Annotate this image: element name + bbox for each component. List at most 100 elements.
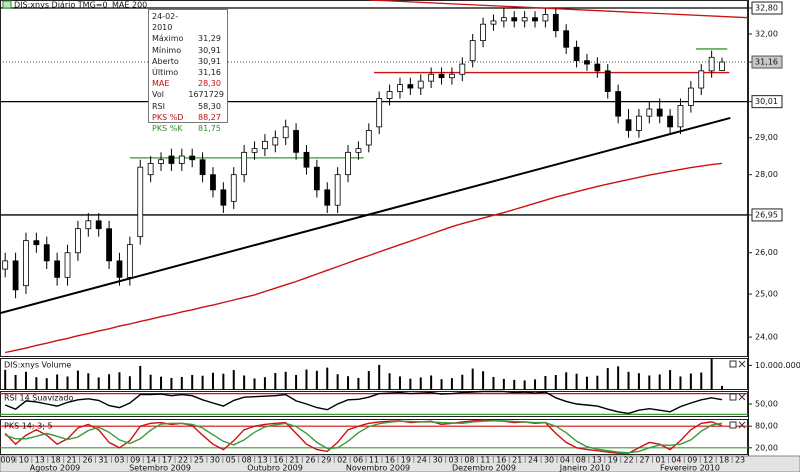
x-day-label: 01	[655, 456, 665, 465]
candle-body	[75, 228, 81, 254]
candle-body	[178, 155, 185, 164]
volume-bar	[326, 367, 329, 390]
candle-body	[282, 126, 289, 139]
volume-bar	[253, 378, 256, 390]
volume-bar	[440, 379, 443, 390]
x-day-label: 13	[592, 456, 602, 465]
candle-body	[355, 148, 362, 153]
y-tick-label: 29,00	[755, 133, 778, 142]
volume-bar	[482, 371, 485, 390]
volume-bar	[388, 373, 391, 390]
legend-icon	[2, 0, 12, 9]
info-row: MAE 28,30	[152, 78, 224, 89]
info-value: 28,30	[198, 79, 221, 89]
x-day-label: 17	[162, 456, 172, 465]
candle-body	[604, 70, 611, 92]
y-tick-label: 80,00	[755, 422, 778, 431]
volume-bar	[149, 374, 152, 390]
candle-body	[625, 119, 632, 131]
volume-bar	[565, 372, 568, 390]
candle-body	[199, 159, 206, 176]
info-row: Último 31,16	[152, 67, 224, 78]
x-day-label: 04	[671, 456, 681, 465]
x-day-label: 09	[687, 456, 697, 465]
candle-body	[2, 260, 9, 270]
x-day-label: 16	[385, 456, 395, 465]
indicator-line	[4, 390, 723, 415]
x-day-label: 24	[417, 456, 427, 465]
y-tick-label: 26,00	[755, 248, 778, 257]
info-row: Vol 1671729	[152, 89, 224, 100]
panel-icon	[729, 421, 737, 429]
info-value: 88,27	[198, 112, 221, 122]
volume-bar	[284, 371, 287, 390]
info-value: 1671729	[188, 90, 224, 100]
candle-body	[542, 14, 549, 22]
info-label: Máximo	[152, 34, 184, 44]
moving-average	[5, 162, 723, 354]
candle-body	[677, 105, 684, 128]
info-row: RSI 58,30	[152, 101, 224, 112]
candle-body	[324, 189, 331, 206]
candle-body	[126, 244, 133, 278]
candle-body	[500, 17, 507, 22]
x-day-label: 31	[98, 456, 108, 465]
volume-bar	[461, 374, 464, 390]
info-value: 58,30	[198, 101, 221, 111]
info-label: Aberto	[152, 56, 179, 66]
x-day-label: 03	[114, 456, 124, 465]
volume-bar	[450, 378, 453, 390]
candle-body	[116, 260, 123, 278]
volume-bar	[56, 374, 59, 390]
trend-line	[369, 0, 749, 19]
volume-bar	[263, 377, 266, 390]
volume-bar	[232, 370, 235, 390]
volume-bar	[710, 358, 713, 390]
x-day-label: 27	[639, 456, 649, 465]
legend-title: DIS:xnys Diário TMG=0	[14, 1, 108, 10]
volume-bar	[315, 370, 318, 390]
volume-bar	[108, 374, 111, 390]
x-day-label: 25	[194, 456, 204, 465]
x-day-label: 29	[321, 456, 331, 465]
info-row: PKS %K 81,75	[152, 123, 224, 134]
volume-bar	[274, 373, 277, 390]
volume-bar	[305, 369, 308, 390]
volume-bar	[4, 369, 7, 390]
volume-bar	[191, 374, 194, 390]
candle-body	[376, 98, 383, 128]
panel-title: RSI 14 Suavizado	[4, 394, 73, 403]
candle-body	[407, 84, 414, 89]
candle-body	[262, 140, 268, 150]
y-tick-label: 30,01	[755, 97, 778, 106]
indicator-line	[4, 420, 723, 454]
candle-body	[33, 240, 40, 246]
candle-body	[521, 17, 528, 22]
volume-bar	[118, 372, 121, 390]
candle-body	[480, 23, 486, 42]
volume-bar	[170, 377, 173, 390]
x-day-label: 06	[353, 456, 363, 465]
x-day-label: 16	[496, 456, 506, 465]
candle-body	[12, 260, 19, 291]
volume-bar	[700, 372, 703, 390]
volume-bar	[596, 375, 599, 390]
candle-body	[449, 73, 455, 79]
candle-body	[708, 56, 715, 72]
volume-bar	[637, 373, 640, 390]
last-price-box	[751, 55, 783, 69]
info-row: Mínimo 30,91	[152, 45, 224, 56]
x-day-label: 12	[703, 456, 713, 465]
x-day-label: 30	[433, 456, 443, 465]
x-day-label: 26	[82, 456, 92, 465]
x-day-label: 19	[401, 456, 411, 465]
x-day-label: 21	[67, 456, 77, 465]
panel-icon	[729, 393, 737, 401]
volume-bar	[648, 375, 651, 390]
x-day-label: 14	[146, 456, 156, 465]
x-day-label: 11	[480, 456, 490, 465]
volume-bar	[97, 377, 100, 390]
panel-icon	[738, 421, 746, 429]
